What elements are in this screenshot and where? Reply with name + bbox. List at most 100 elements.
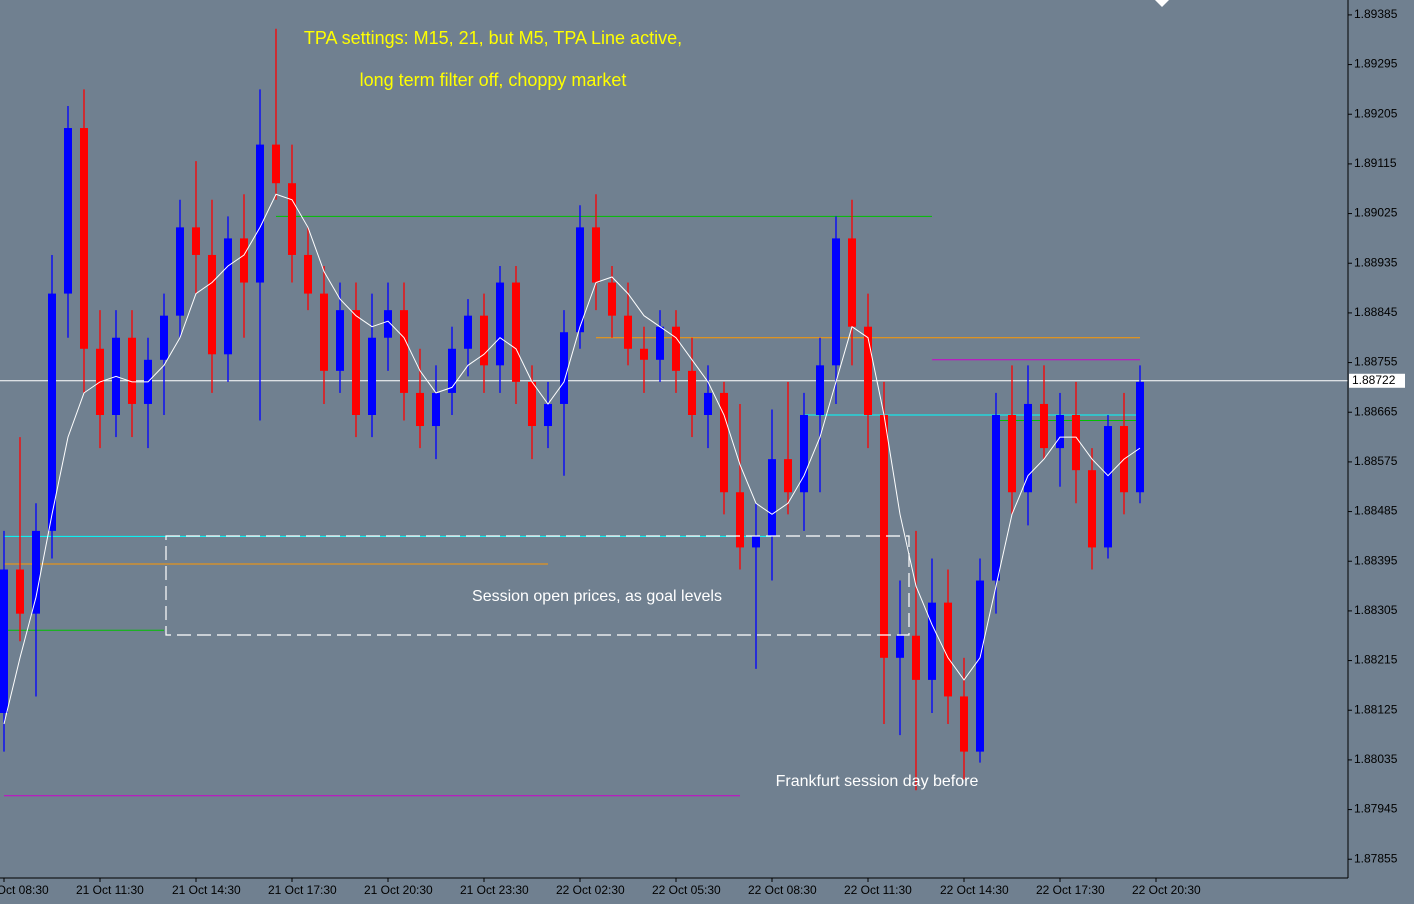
candle-body [192, 227, 200, 255]
annotation: Session open prices, as goal levels [472, 588, 722, 605]
candle-body [1056, 414, 1064, 449]
candle-body [720, 392, 728, 493]
y-tick-label: 1.89115 [1354, 156, 1397, 170]
y-tick-label: 1.88485 [1354, 504, 1398, 518]
tpa-line [3, 193, 1141, 725]
x-tick-label: 21 Oct 14:30 [172, 883, 241, 897]
y-tick-label: 1.88035 [1354, 752, 1398, 766]
candle-body [736, 492, 744, 548]
candle-body [1136, 381, 1144, 493]
candle-body [864, 326, 872, 415]
candle-body [224, 238, 232, 355]
x-tick-label: 21 Oct 17:30 [268, 883, 337, 897]
x-tick-label: 21 Oct 20:30 [364, 883, 433, 897]
x-tick-label: 22 Oct 08:30 [748, 883, 817, 897]
candle-body [384, 310, 392, 338]
candle-body [752, 536, 760, 548]
candle-body [1024, 403, 1032, 493]
y-tick-label: 1.88575 [1354, 454, 1398, 468]
y-tick-label: 1.89295 [1354, 57, 1398, 71]
x-tick-label: 22 Oct 17:30 [1036, 883, 1105, 897]
y-tick-label: 1.88935 [1354, 255, 1398, 269]
candle-body [624, 315, 632, 349]
candle-body [432, 392, 440, 427]
candle-body [528, 381, 536, 427]
candle-body [16, 569, 24, 614]
y-tick-label: 1.89385 [1354, 7, 1398, 21]
candle-body [48, 293, 56, 531]
candle-body [496, 282, 504, 366]
candle-body [464, 315, 472, 349]
candle-body [1040, 403, 1048, 449]
candle-body [320, 293, 328, 371]
candle-body [1104, 426, 1112, 548]
candle-body [480, 315, 488, 366]
scroll-marker [1155, 0, 1169, 7]
current-price-label: 1.88722 [1352, 373, 1396, 387]
candle-body [256, 144, 264, 283]
candle-body [912, 635, 920, 680]
candle-body [304, 254, 312, 294]
x-tick-label: 22 Oct 02:30 [556, 883, 625, 897]
candle-body [240, 238, 248, 283]
chart-title: TPA settings: M15, 21, but M5, TPA Line … [304, 28, 682, 48]
candle-body [976, 580, 984, 752]
x-tick-label: 22 Oct 05:30 [652, 883, 721, 897]
candle-body [368, 337, 376, 415]
x-tick-label: 21 Oct 23:30 [460, 883, 529, 897]
y-tick-label: 1.88665 [1354, 404, 1398, 418]
candle-body [816, 365, 824, 415]
candle-body [848, 238, 856, 327]
candle-body [688, 370, 696, 415]
candle-body [208, 254, 216, 355]
candle-body [80, 128, 88, 349]
y-tick-label: 1.87855 [1354, 851, 1398, 865]
x-tick-label: 22 Oct 11:30 [844, 883, 912, 897]
candle-body [672, 326, 680, 371]
candle-body [128, 337, 136, 404]
plot-area [0, 28, 1348, 797]
candle-body [768, 459, 776, 537]
y-tick-label: 1.88755 [1354, 355, 1398, 369]
candle-body [176, 227, 184, 316]
candle-body [832, 238, 840, 366]
y-tick-label: 1.88395 [1354, 553, 1398, 567]
candle-body [336, 310, 344, 371]
y-tick-label: 1.89025 [1354, 206, 1398, 220]
candle-body [640, 348, 648, 360]
candle-body [288, 183, 296, 255]
candle-body [592, 227, 600, 283]
y-tick-label: 1.89205 [1354, 106, 1398, 120]
y-tick-label: 1.88305 [1354, 603, 1398, 617]
candle-body [608, 282, 616, 316]
candle-body [160, 315, 168, 360]
candle-body [576, 227, 584, 333]
annotation-box [165, 535, 910, 636]
candle-body [784, 459, 792, 493]
x-tick-label: 21 Oct 11:30 [76, 883, 144, 897]
candle-body [400, 310, 408, 393]
candle-body [928, 602, 936, 680]
chart-subtitle: long term filter off, choppy market [360, 70, 627, 90]
candle-body [704, 392, 712, 415]
x-tick-label: 22 Oct 20:30 [1132, 883, 1201, 897]
candle-body [448, 348, 456, 393]
candle-body [352, 310, 360, 415]
candle-body [880, 414, 888, 658]
y-tick-label: 1.88845 [1354, 305, 1398, 319]
y-tick-label: 1.88125 [1354, 702, 1398, 716]
candle-body [1008, 414, 1016, 493]
candle-body [64, 128, 72, 294]
candle-body [944, 602, 952, 697]
annotation: Frankfurt session day before [776, 773, 979, 790]
candle-body [416, 392, 424, 427]
candle-body [512, 282, 520, 382]
candle-body [0, 569, 8, 713]
candle-body [896, 635, 904, 658]
candle-body [32, 530, 40, 614]
candle-body [272, 144, 280, 184]
candle-body [992, 414, 1000, 581]
candle-body [544, 403, 552, 427]
